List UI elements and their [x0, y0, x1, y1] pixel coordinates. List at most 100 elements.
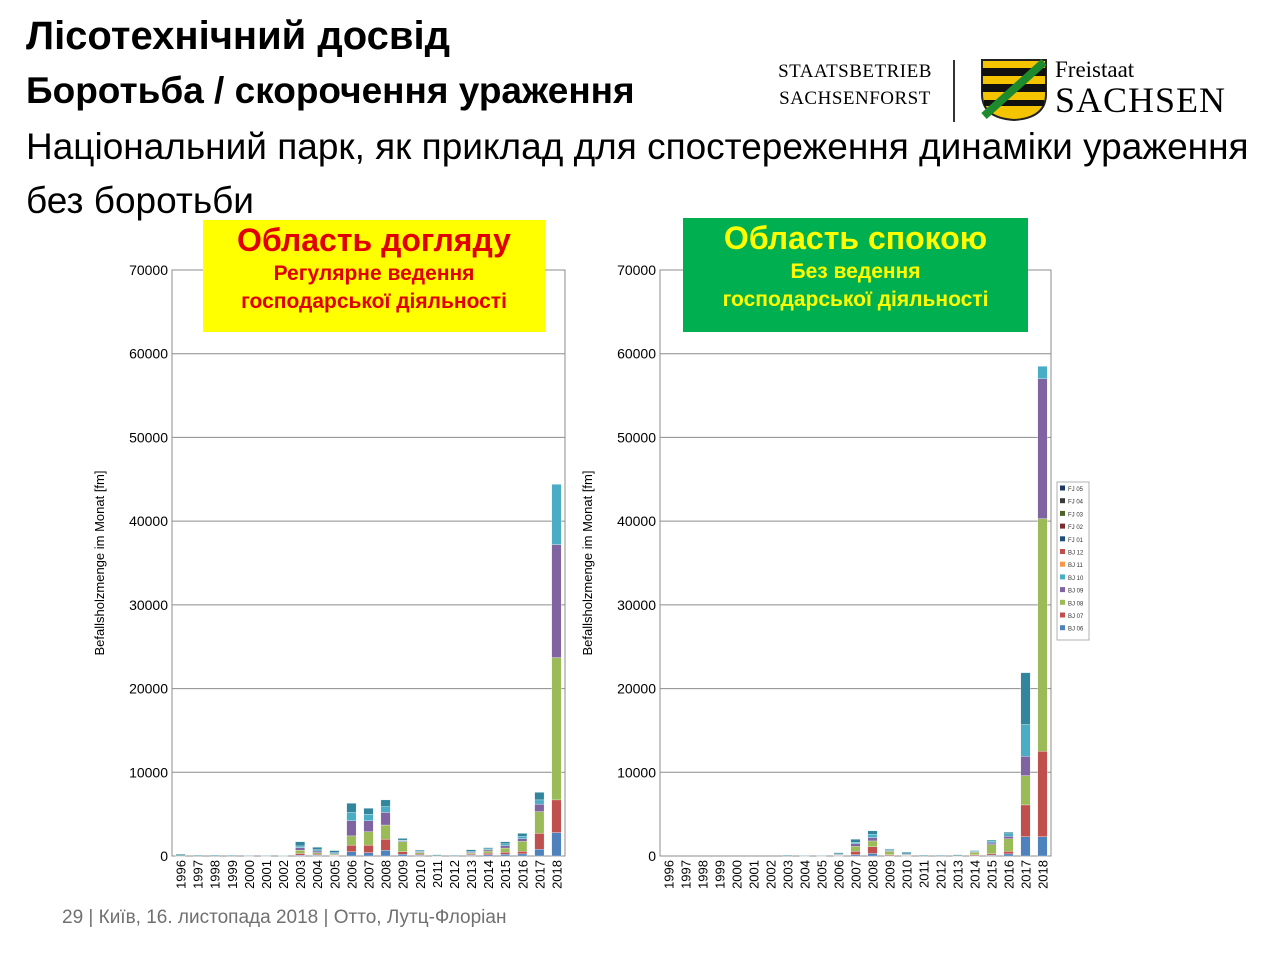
care-chart-bar-segment	[551, 484, 562, 545]
care-chart-xtick-label: 1999	[225, 860, 240, 889]
care-chart-ytick-label: 0	[160, 848, 168, 864]
rest-chart-xtick-label: 2009	[883, 860, 898, 889]
care-chart-bar-segment	[346, 835, 357, 846]
care-chart-bar-segment	[312, 852, 323, 855]
care-chart-bar-segment	[175, 854, 186, 856]
rest-chart-xtick-label: 2018	[1036, 860, 1051, 889]
rest-chart-ytick-label: 10000	[617, 764, 656, 780]
rest-chart-xtick-label: 2010	[900, 860, 915, 889]
care-chart-bar-segment	[329, 850, 340, 853]
care-chart-bar-segment	[209, 855, 220, 857]
rest-chart-bar-segment	[1003, 833, 1014, 837]
care-chart-xtick-label: 2003	[293, 860, 308, 889]
rest-chart-xtick-label: 2017	[1019, 860, 1034, 889]
rest-chart-bar-segment	[850, 839, 861, 843]
care-chart-bar-segment	[500, 854, 511, 857]
rest-chart-bar-segment	[1020, 804, 1031, 837]
rest-chart-bar-segment	[1020, 724, 1031, 757]
rest-chart-bar-segment	[799, 855, 810, 857]
care-chart-xtick-label: 2015	[498, 860, 513, 889]
care-chart-xtick-label: 2007	[362, 860, 377, 889]
care-chart-bar-segment	[244, 855, 254, 857]
rest-chart-legend-swatch	[1060, 498, 1065, 504]
care-area-label-box: Область догляду Регулярне ведення господ…	[203, 220, 545, 332]
care-chart-bar-segment	[380, 806, 391, 813]
rest-chart-bar-segment	[867, 837, 878, 842]
rest-chart-bar-segment	[986, 853, 997, 856]
rest-chart-bar-segment	[1003, 836, 1014, 839]
care-chart-xtick-label: 2013	[464, 860, 479, 889]
care-chart-bar-segment	[380, 839, 391, 851]
care-chart-xtick-label: 1998	[208, 860, 223, 889]
care-chart-bar-segment	[551, 799, 562, 833]
care-chart-bar-segment	[226, 855, 237, 857]
rest-chart-legend-swatch	[1060, 612, 1065, 618]
care-area-line-1: Регулярне ведення	[273, 262, 475, 285]
slide-subtitle: Боротьба / скорочення ураження	[26, 70, 635, 111]
rest-chart-xtick-label: 2003	[781, 860, 796, 889]
care-chart-bar-segment	[295, 847, 306, 851]
rest-chart-bar-segment	[1020, 836, 1031, 857]
care-chart-bar-segment	[312, 847, 323, 850]
care-chart-xtick-label: 2004	[310, 860, 325, 889]
rest-chart-bar-segment	[867, 834, 878, 838]
care-chart-bar-segment	[466, 849, 476, 852]
rest-chart-legend-swatch	[1060, 523, 1065, 529]
rest-chart-ytick-label: 0	[648, 848, 656, 864]
care-chart-bar-segment	[500, 845, 511, 849]
care-chart-bar-segment	[517, 833, 528, 837]
care-chart-bar-segment	[380, 812, 391, 826]
saxony-coat-of-arms-icon	[981, 59, 1047, 122]
rest-chart-bar-segment	[986, 844, 997, 855]
rest-chart-ytick-label: 50000	[617, 429, 656, 445]
care-chart-bar-segment	[517, 851, 528, 855]
care-chart-bar-segment	[534, 833, 545, 850]
rest-chart-legend-swatch	[1060, 587, 1065, 593]
care-chart-xtick-label: 2008	[379, 860, 394, 889]
slide-description: Національний парк, як приклад для спосте…	[26, 126, 1249, 221]
rest-chart-xtick-label: 1998	[696, 860, 711, 889]
care-chart-bar-segment	[449, 855, 459, 857]
rest-chart-legend-swatch	[1060, 561, 1065, 567]
slide-footer: 29 | Київ, 16. листопада 2018 | Отто, Лу…	[62, 907, 507, 928]
rest-chart-bar-segment	[884, 848, 895, 850]
rest-chart-bar-segment	[952, 854, 963, 856]
rest-chart-ytick-label: 70000	[617, 262, 656, 278]
rest-chart-bar-segment	[1003, 853, 1014, 857]
care-chart-bar-segment	[517, 853, 528, 857]
care-chart-bar-segment	[363, 831, 374, 846]
rest-chart-bar-segment	[986, 842, 997, 845]
care-chart-bar-segment	[312, 850, 323, 853]
care-chart-xtick-label: 2005	[327, 860, 342, 889]
rest-chart-bar-segment	[850, 854, 861, 857]
care-chart-xtick-label: 2017	[532, 860, 547, 889]
rest-chart-legend-label: FJ 05	[1068, 487, 1084, 493]
rest-chart-bar-segment	[1020, 672, 1031, 725]
care-chart-bar-segment	[380, 799, 391, 807]
rest-chart-legend-swatch	[1060, 574, 1065, 580]
care-chart-bar-segment	[192, 855, 203, 857]
care-chart-bar-segment	[363, 820, 374, 832]
care-chart-bar-segment	[397, 841, 408, 852]
rest-area-line-2: господарської діяльності	[722, 288, 989, 311]
slide-title: Лісотехнічний досвід	[26, 14, 451, 58]
rest-chart-legend-label: BJ 09	[1068, 589, 1084, 595]
rest-chart-bar-segment	[867, 830, 878, 835]
rest-chart-bar-segment	[867, 846, 878, 854]
care-chart-bar-segment	[534, 799, 545, 805]
rest-chart-bar-segment	[850, 851, 861, 855]
care-chart-bar-segment	[414, 849, 425, 852]
care-chart-bar-segment	[517, 838, 528, 842]
rest-chart-legend-label: FJ 03	[1068, 512, 1084, 518]
care-chart-bar-segment	[551, 544, 562, 658]
care-chart-bar-segment	[551, 832, 562, 857]
care-chart-bar-segment	[261, 855, 271, 857]
care-chart-xtick-label: 2014	[481, 860, 496, 889]
care-chart-bar-segment	[397, 838, 408, 841]
rest-chart-ytick-label: 20000	[617, 681, 656, 697]
care-chart-ytick-label: 30000	[129, 597, 168, 613]
rest-chart-bar-segment	[1037, 378, 1048, 519]
rest-chart-legend-label: FJ 04	[1068, 500, 1084, 506]
care-chart-bar-segment	[483, 850, 493, 854]
rest-chart-bar-segment	[850, 846, 861, 852]
